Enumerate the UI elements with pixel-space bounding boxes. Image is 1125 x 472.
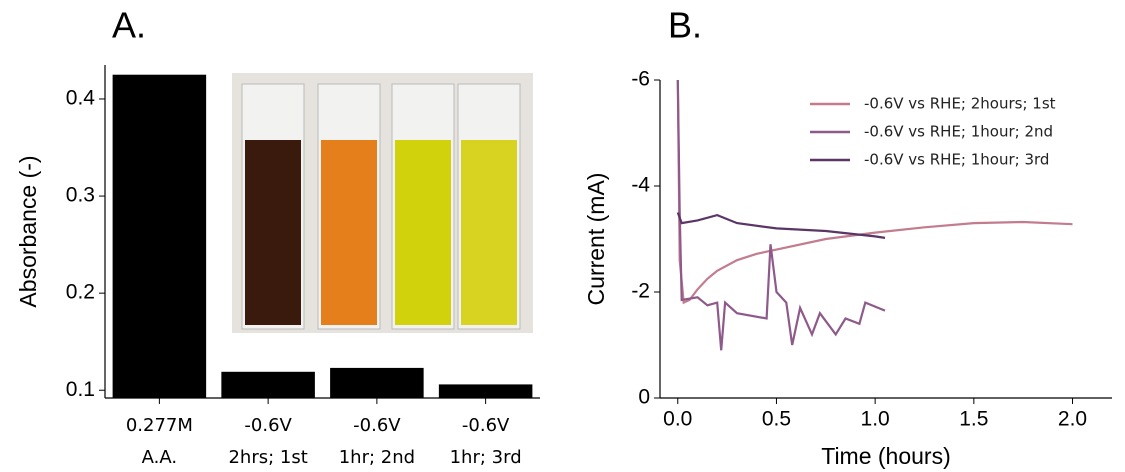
- bar: [112, 74, 207, 398]
- x-tick-label: -0.6V: [462, 415, 510, 436]
- legend-label: -0.6V vs RHE; 1hour; 2nd: [864, 123, 1053, 141]
- x-tick-label: 1.0: [861, 408, 890, 431]
- series-line: [676, 79, 1073, 305]
- legend-label: -0.6V vs RHE; 2hours; 1st: [864, 95, 1056, 113]
- chart-title: B.: [668, 5, 702, 46]
- bar: [330, 367, 424, 398]
- y-tick-label: 0.1: [66, 378, 95, 401]
- bar: [438, 384, 533, 398]
- x-tick-label: -0.6V: [244, 415, 292, 436]
- y-tick-label: -6: [631, 68, 650, 91]
- x-tick-label: 0.277M: [126, 415, 193, 436]
- photo-inset: [232, 73, 533, 333]
- bar: [221, 371, 315, 398]
- y-axis-label: Current (mA): [583, 173, 609, 306]
- x-tick-label: 1hr; 2nd: [339, 447, 415, 468]
- x-tick-label: A.A.: [142, 447, 177, 468]
- y-tick-label: 0.3: [66, 184, 95, 207]
- series-line: [676, 79, 886, 351]
- y-tick-label: 0.4: [66, 87, 96, 110]
- y-axis-label: Absorbance (-): [15, 155, 41, 307]
- y-tick-label: -4: [631, 174, 650, 197]
- x-tick-label: 0.0: [663, 408, 692, 431]
- chart-title: A.: [112, 5, 146, 46]
- x-axis-label: Time (hours): [821, 443, 951, 469]
- y-tick-label: -2: [631, 280, 650, 303]
- legend-label: -0.6V vs RHE; 1hour; 3rd: [864, 151, 1049, 169]
- series-line: [676, 212, 886, 239]
- x-tick-label: 1.5: [959, 408, 988, 431]
- x-tick-label: 1hr; 3rd: [450, 447, 522, 468]
- y-tick-label: 0: [638, 386, 650, 409]
- x-tick-label: 2hrs; 1st: [228, 447, 307, 468]
- x-tick-label: 2.0: [1058, 408, 1087, 431]
- y-tick-label: 0.2: [66, 281, 95, 304]
- x-tick-label: 0.5: [762, 408, 791, 431]
- x-tick-label: -0.6V: [353, 415, 401, 436]
